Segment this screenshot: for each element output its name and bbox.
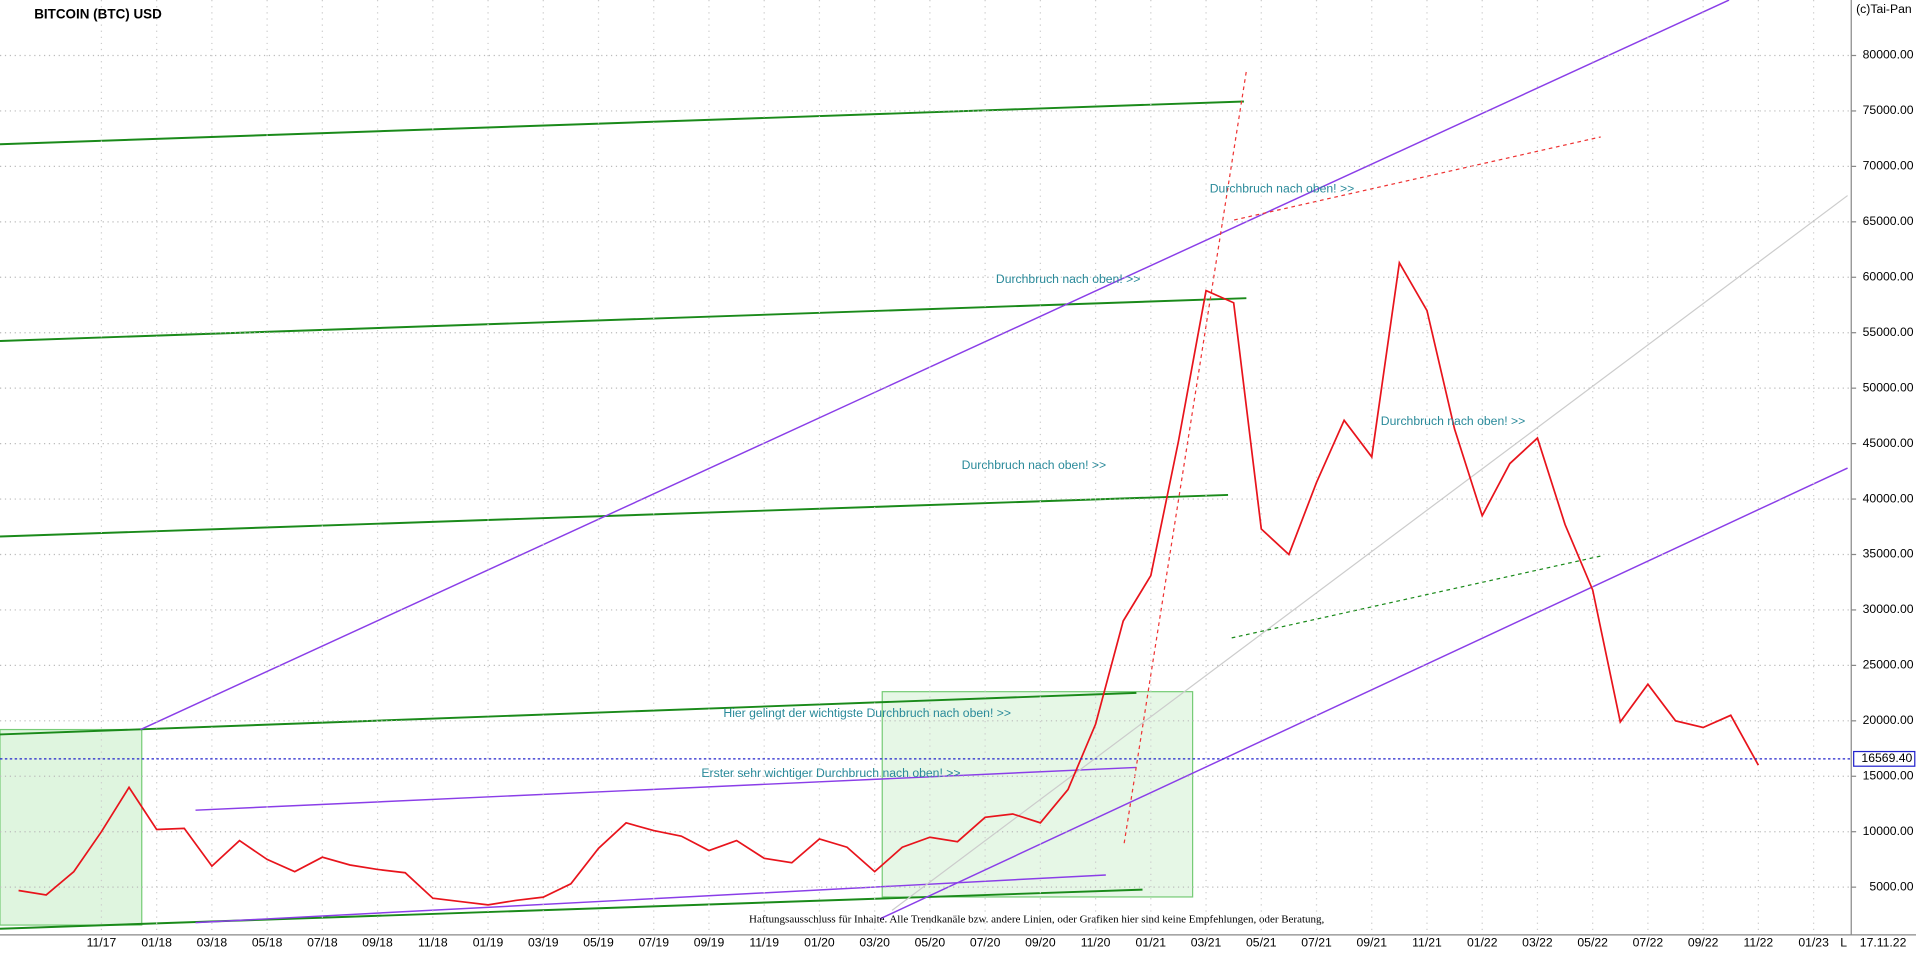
y-tick-label: 45000.00 xyxy=(1863,436,1914,450)
x-tick-label: 03/19 xyxy=(528,936,559,950)
x-tick-label: 09/18 xyxy=(362,936,393,950)
annotation: Durchbruch nach oben! >> xyxy=(962,458,1107,472)
annotation: Durchbruch nach oben! >> xyxy=(1381,414,1526,428)
y-tick-label: 35000.00 xyxy=(1863,547,1914,561)
annotation: Durchbruch nach oben! >> xyxy=(1210,182,1355,196)
y-tick-label: 80000.00 xyxy=(1863,48,1914,62)
annotation: Erster sehr wichtiger Durchbruch nach ob… xyxy=(701,766,960,780)
x-tick-label: 09/21 xyxy=(1356,936,1387,950)
y-tick-label: 50000.00 xyxy=(1863,380,1914,394)
x-tick-label: 01/21 xyxy=(1136,936,1167,950)
x-tick-label: 09/22 xyxy=(1688,936,1719,950)
x-tick-label: 05/22 xyxy=(1577,936,1608,950)
x-tick-label: 11/18 xyxy=(418,936,448,950)
y-tick-label: 65000.00 xyxy=(1863,214,1914,228)
last-price-box xyxy=(1853,750,1916,767)
highlight-box xyxy=(0,728,143,926)
x-tick-label: 01/23 xyxy=(1798,936,1829,950)
x-tick-label: 11/17 xyxy=(87,936,117,950)
y-tick-label: 10000.00 xyxy=(1863,824,1914,838)
annotation: Durchbruch nach oben! >> xyxy=(996,272,1141,286)
x-tick-label: 07/21 xyxy=(1301,936,1332,950)
disclaimer: Haftungsausschluss für Inhalte. Alle Tre… xyxy=(749,914,1324,926)
x-tick-label: 03/21 xyxy=(1191,936,1222,950)
copyright: (c)Tai-Pan xyxy=(1856,2,1912,16)
y-tick-label: 55000.00 xyxy=(1863,325,1914,339)
chart-title: BITCOIN (BTC) USD xyxy=(34,6,162,21)
date-label: 17.11.22 xyxy=(1860,936,1907,950)
y-tick-label: 15000.00 xyxy=(1863,768,1914,782)
x-tick-label: 01/19 xyxy=(473,936,504,950)
y-tick-label: 60000.00 xyxy=(1863,269,1914,283)
x-tick-label: 07/20 xyxy=(970,936,1001,950)
price-line xyxy=(18,260,1760,906)
x-tick-label: 09/20 xyxy=(1025,936,1056,950)
y-tick-label: 40000.00 xyxy=(1863,491,1914,505)
x-tick-label: 11/22 xyxy=(1744,936,1774,950)
x-tick-label: 03/18 xyxy=(197,936,228,950)
x-tick-label: 05/19 xyxy=(583,936,614,950)
x-tick-label: 09/19 xyxy=(694,936,725,950)
x-tick-label: 11/19 xyxy=(749,936,779,950)
x-tick-label: 05/20 xyxy=(915,936,946,950)
y-tick-label: 30000.00 xyxy=(1863,602,1914,616)
y-tick-label: 70000.00 xyxy=(1863,159,1914,173)
x-tick-label: 07/18 xyxy=(307,936,338,950)
x-tick-label: 01/22 xyxy=(1467,936,1498,950)
x-tick-label: 03/22 xyxy=(1522,936,1553,950)
y-tick-label: 25000.00 xyxy=(1863,658,1914,672)
y-tick-label: 20000.00 xyxy=(1863,713,1914,727)
trend-lines xyxy=(0,0,1848,930)
y-tick-label: 5000.00 xyxy=(1869,879,1913,893)
x-tick-label: 07/22 xyxy=(1633,936,1664,950)
x-tick-label: 11/21 xyxy=(1412,936,1442,950)
x-tick-label: 01/20 xyxy=(804,936,835,950)
annotation: Hier gelingt der wichtigste Durchbruch n… xyxy=(723,706,1011,720)
x-tick-label: 01/18 xyxy=(141,936,172,950)
x-tick-label: 05/18 xyxy=(252,936,283,950)
y-tick-label: 75000.00 xyxy=(1863,103,1914,117)
highlight-box xyxy=(881,691,1194,898)
x-tick-label: 05/21 xyxy=(1246,936,1277,950)
scale-label: L xyxy=(1840,936,1847,950)
x-tick-label: 07/19 xyxy=(638,936,669,950)
x-tick-label: 11/20 xyxy=(1081,936,1111,950)
last-price-label: 16569.40 xyxy=(1861,751,1912,765)
x-tick-label: 03/20 xyxy=(859,936,890,950)
